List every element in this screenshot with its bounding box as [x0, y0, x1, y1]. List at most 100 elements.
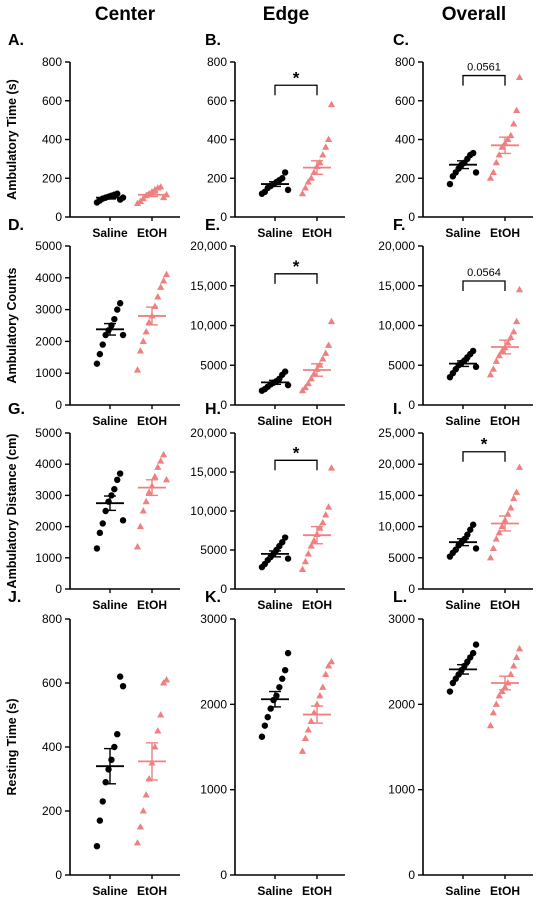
data-point-etoh	[316, 361, 324, 368]
y-tick-label: 600	[207, 94, 227, 108]
y-axis-label: Ambulatory Time (s)	[5, 79, 19, 200]
y-tick-label: 15,000	[190, 279, 227, 293]
data-point-etoh	[301, 734, 309, 742]
data-point-etoh	[307, 717, 315, 724]
data-point-saline	[469, 149, 477, 157]
x-category-label: Saline	[445, 598, 481, 612]
x-category-label: Saline	[257, 598, 293, 612]
data-point-etoh	[513, 317, 521, 325]
data-point-etoh	[142, 497, 150, 505]
data-point-etoh	[319, 355, 327, 362]
column-header-overall: Overall	[442, 4, 506, 25]
data-point-saline	[258, 733, 266, 740]
chart-panel-e: E. 0 5000 10,000 15,000 20,000 Saline EtOH *	[190, 217, 345, 428]
y-tick-label: 0	[55, 398, 62, 412]
y-tick-label: 20,000	[190, 426, 227, 440]
data-point-saline	[279, 675, 286, 682]
data-point-saline	[464, 531, 471, 538]
significance-bracket	[462, 451, 506, 462]
data-point-etoh	[495, 529, 503, 536]
panel-label: J.	[8, 589, 21, 606]
y-tick-label: 10,000	[190, 504, 227, 518]
chart-panel-d: D. Ambulatory Counts 0 1000 2000 3000 4000 5000…	[5, 217, 180, 428]
data-point-etoh	[313, 700, 321, 707]
data-point-saline	[99, 520, 106, 527]
data-point-etoh	[498, 143, 506, 150]
y-tick-label: 0	[220, 398, 227, 412]
y-tick-label: 0	[55, 868, 62, 882]
data-point-saline	[281, 169, 289, 176]
x-category-label: EtOH	[490, 884, 520, 898]
data-point-etoh	[486, 174, 495, 181]
data-point-etoh	[495, 691, 503, 699]
y-tick-label: 0	[55, 210, 62, 224]
significance-label: *	[293, 443, 300, 462]
data-point-etoh	[325, 341, 333, 348]
data-point-etoh	[513, 488, 521, 495]
significance-label: *	[293, 68, 300, 87]
chart-panel-b: B. 0 200 400 600 800 Saline EtOH *	[205, 32, 345, 240]
data-point-saline	[284, 649, 292, 657]
y-tick-label: 5000	[200, 358, 227, 372]
data-point-etoh	[316, 524, 324, 531]
data-point-etoh	[160, 451, 168, 458]
data-point-etoh	[301, 383, 309, 391]
x-category-label: Saline	[445, 414, 481, 428]
y-tick-label: 3000	[388, 612, 415, 626]
data-point-saline	[281, 534, 289, 541]
panel-label: F.	[393, 217, 405, 234]
y-tick-label: 20,000	[378, 239, 415, 253]
y-tick-label: 600	[42, 94, 62, 108]
panel-label: B.	[205, 32, 221, 49]
data-point-etoh	[316, 158, 324, 166]
panel-label: A.	[8, 32, 24, 49]
data-point-etoh	[298, 747, 307, 754]
y-tick-label: 5000	[388, 358, 415, 372]
y-tick-label: 400	[42, 133, 62, 147]
data-point-etoh	[136, 347, 144, 354]
data-point-etoh	[486, 553, 495, 561]
data-point-etoh	[515, 463, 524, 470]
data-point-etoh	[133, 839, 142, 846]
data-point-etoh	[136, 823, 144, 830]
data-point-etoh	[513, 106, 521, 113]
data-point-etoh	[510, 494, 518, 502]
significance-label: 0.0561	[467, 62, 501, 74]
data-point-etoh	[513, 653, 521, 660]
y-tick-label: 200	[207, 171, 227, 185]
data-point-etoh	[145, 488, 153, 495]
y-tick-label: 0	[408, 868, 415, 882]
x-category-label: Saline	[92, 598, 128, 612]
data-point-etoh	[142, 328, 150, 335]
data-point-etoh	[154, 293, 162, 300]
x-category-label: Saline	[445, 884, 481, 898]
data-point-etoh	[486, 721, 495, 729]
data-point-etoh	[139, 807, 147, 814]
data-point-etoh	[515, 645, 524, 652]
data-point-saline	[93, 360, 101, 367]
y-tick-label: 600	[395, 94, 415, 108]
y-tick-label: 2000	[388, 697, 415, 711]
y-tick-label: 0	[408, 398, 415, 412]
data-point-etoh	[307, 374, 315, 382]
data-point-saline	[281, 667, 289, 674]
chart-panel-f: F. 0 5000 10,000 15,000 20,000 Saline EtOH 0.056…	[378, 217, 533, 428]
data-point-etoh	[145, 318, 153, 325]
panel-label: D.	[8, 217, 24, 234]
x-category-label: EtOH	[490, 226, 520, 240]
data-point-saline	[114, 476, 121, 483]
x-category-label: Saline	[257, 884, 293, 898]
y-tick-label: 1000	[200, 783, 227, 797]
y-tick-label: 800	[42, 612, 62, 626]
data-point-etoh	[151, 743, 159, 750]
y-tick-label: 4000	[35, 457, 62, 471]
data-point-saline	[111, 315, 118, 323]
chart-panel-j: J. Resting Time (s) 0 200 400 600 800 Saline EtO…	[5, 589, 180, 898]
x-category-label: Saline	[257, 414, 293, 428]
data-point-saline	[469, 649, 477, 657]
data-point-etoh	[154, 463, 162, 470]
data-point-etoh	[307, 174, 315, 181]
chart-panel-l: L. 0 1000 2000 3000 Saline EtOH	[388, 589, 533, 898]
y-tick-label: 800	[395, 55, 415, 69]
data-point-etoh	[515, 73, 524, 81]
